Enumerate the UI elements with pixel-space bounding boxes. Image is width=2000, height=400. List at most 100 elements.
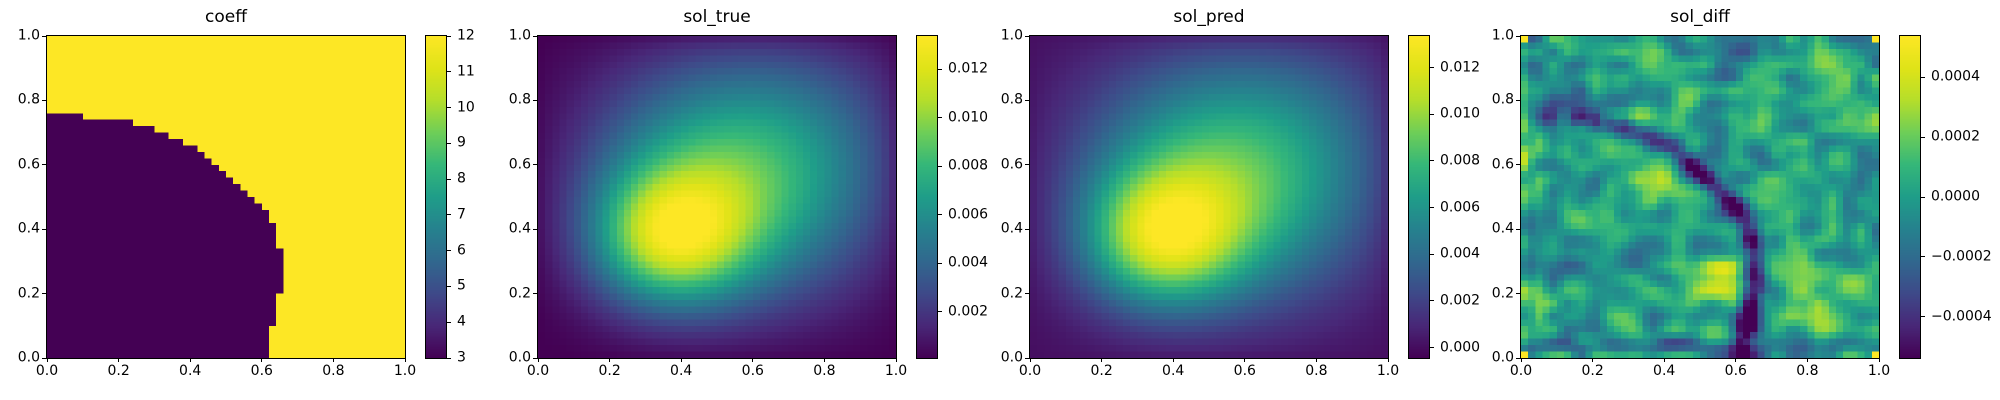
x-tick-label: 0.0 [1509, 363, 1533, 379]
y-tick-label: 0.8 [508, 91, 531, 108]
heatmap-canvas [1030, 36, 1388, 358]
colorbar-tick-mark [1430, 160, 1434, 162]
colorbar-tick-mark [1921, 316, 1925, 318]
colorbar-tick-mark [938, 214, 942, 216]
colorbar [1899, 35, 1921, 359]
colorbar-tick-label: 8 [457, 170, 466, 187]
y-tick-mark [1516, 164, 1520, 166]
x-tick-mark [332, 358, 334, 362]
x-tick-label: 0.2 [1581, 363, 1604, 379]
y-tick-label: 0.4 [508, 220, 531, 237]
y-tick-mark [1516, 357, 1520, 359]
y-tick-mark [1516, 228, 1520, 230]
colorbar-tick-mark [1430, 253, 1434, 255]
colorbar-tick-mark [1921, 256, 1925, 258]
x-tick-label: 1.0 [393, 363, 417, 379]
y-tick-mark [533, 228, 537, 230]
x-tick-label: 0.4 [1653, 363, 1676, 379]
colorbar-tick-mark [447, 71, 451, 73]
x-tick-label: 0.0 [35, 363, 59, 379]
x-tick-mark [261, 358, 263, 362]
colorbar-tick-mark [447, 214, 451, 216]
y-tick-label: 0.4 [1000, 220, 1023, 237]
colorbar-tick-label: 0.008 [948, 157, 989, 174]
x-tick-mark [752, 358, 754, 362]
colorbar-tick-mark [938, 262, 942, 264]
colorbar-tick-label: 12 [457, 27, 475, 44]
colorbar-tick-label: 0.006 [948, 206, 989, 223]
y-tick-mark [533, 35, 537, 37]
x-tick-mark [46, 358, 48, 362]
colorbar-tick-label: 0.008 [1440, 152, 1481, 169]
y-tick-mark [42, 228, 46, 230]
colorbar-tick-label: −0.0004 [1931, 308, 1992, 325]
y-tick-mark [1516, 293, 1520, 295]
y-tick-mark [1025, 357, 1029, 359]
x-tick-label: 0.2 [107, 363, 130, 379]
colorbar-tick-mark [447, 357, 451, 359]
colorbar-canvas [1900, 36, 1920, 358]
colorbar-tick-mark [1921, 76, 1925, 78]
y-tick-label: 0.0 [1491, 349, 1514, 366]
x-tick-label: 0.8 [322, 363, 345, 379]
colorbar-tick-mark [938, 311, 942, 313]
x-tick-label: 0.8 [1305, 363, 1328, 379]
colorbar-tick-label: −0.0002 [1931, 248, 1992, 265]
x-tick-label: 0.2 [1090, 363, 1113, 379]
x-tick-label: 0.0 [526, 363, 550, 379]
y-tick-label: 0.8 [1000, 91, 1023, 108]
x-tick-mark [1663, 358, 1665, 362]
colorbar-tick-label: 0.004 [1440, 245, 1481, 262]
x-tick-label: 0.8 [813, 363, 836, 379]
colorbar-canvas [1409, 36, 1429, 358]
colorbar-tick-label: 0.010 [948, 109, 989, 126]
colorbar-tick-label: 0.000 [1440, 339, 1481, 355]
colorbar-canvas [917, 36, 937, 358]
x-tick-mark [189, 358, 191, 362]
x-tick-mark [609, 358, 611, 362]
colorbar-tick-mark [1430, 207, 1434, 208]
heatmap-axes [1520, 35, 1880, 359]
colorbar-tick-label: 0.0002 [1931, 128, 1980, 145]
colorbar-tick-label: 0.006 [1440, 199, 1481, 215]
colorbar-tick-label: 11 [457, 63, 475, 80]
x-tick-mark [404, 358, 406, 362]
heatmap-axes [1029, 35, 1389, 359]
colorbar-tick-mark [1430, 347, 1434, 348]
y-tick-mark [42, 164, 46, 166]
x-tick-mark [1172, 358, 1174, 362]
colorbar-tick-label: 4 [457, 313, 466, 330]
y-tick-mark [42, 99, 46, 101]
y-tick-label: 0.2 [17, 285, 40, 302]
y-tick-mark [533, 357, 537, 359]
x-tick-mark [1520, 358, 1522, 362]
colorbar-tick-mark [938, 117, 942, 119]
colorbar-tick-mark [447, 35, 451, 37]
x-tick-label: 1.0 [1867, 363, 1891, 379]
x-tick-label: 0.4 [670, 363, 693, 379]
y-tick-mark [1025, 35, 1029, 37]
colorbar-tick-label: 9 [457, 134, 466, 151]
heatmap-canvas [1521, 36, 1879, 358]
colorbar-tick-label: 7 [457, 206, 466, 223]
x-tick-label: 0.6 [1233, 363, 1256, 379]
x-tick-label: 0.4 [179, 363, 202, 379]
y-tick-label: 1.0 [508, 27, 531, 44]
colorbar-tick-mark [447, 178, 451, 180]
heatmap-axes [537, 35, 897, 359]
x-tick-label: 0.0 [1018, 363, 1042, 379]
y-tick-mark [533, 164, 537, 166]
y-tick-label: 0.6 [1000, 156, 1023, 173]
x-tick-label: 0.2 [598, 363, 621, 379]
x-tick-mark [1735, 358, 1737, 362]
colorbar-tick-label: 0.0000 [1931, 188, 1980, 205]
x-tick-label: 0.8 [1796, 363, 1819, 379]
y-tick-label: 0.4 [17, 220, 40, 237]
x-tick-mark [1592, 358, 1594, 362]
colorbar-tick-mark [447, 250, 451, 252]
colorbar-tick-label: 5 [457, 277, 466, 294]
heatmap-canvas [47, 36, 405, 358]
